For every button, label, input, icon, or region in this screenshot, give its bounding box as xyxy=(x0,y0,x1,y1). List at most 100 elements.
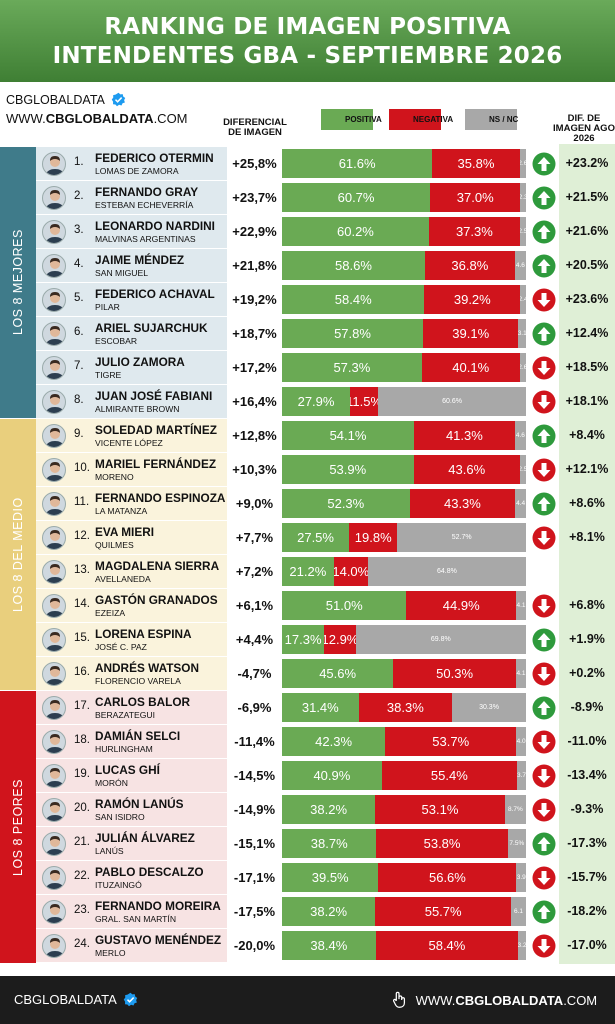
municipality-name: SAN ISIDRO xyxy=(95,812,145,822)
bar-negativa: 39.1% xyxy=(423,319,519,348)
bar-negativa: 11.5% xyxy=(350,387,379,416)
mayor-name: MAGDALENA SIERRA xyxy=(95,559,220,573)
diferencial-value: -14,9% xyxy=(233,802,276,817)
arrow-up-icon xyxy=(532,900,556,924)
footer-bar: CBGLOBALDATA WWW.CBGLOBALDATA.COM xyxy=(0,976,615,1024)
rank-number: 14. xyxy=(74,598,90,610)
bar-positiva: 39.5% xyxy=(282,863,379,892)
row-background xyxy=(36,827,227,860)
row-background xyxy=(36,215,227,248)
arrow-down-icon xyxy=(532,662,556,686)
municipality-name: TIGRE xyxy=(95,370,122,380)
diferencial-value: +10,3% xyxy=(232,462,277,477)
diferencial-value: +19,2% xyxy=(232,292,277,307)
bar-positiva: 40.9% xyxy=(282,761,382,790)
row-background xyxy=(36,691,227,724)
arrow-down-icon xyxy=(532,390,556,414)
bar-positiva: 54.1% xyxy=(282,421,414,450)
bar-positiva: 31.4% xyxy=(282,693,359,722)
arrow-down-icon xyxy=(532,730,556,754)
rank-number: 20. xyxy=(74,802,90,814)
table-row: 10. MARIEL FERNÁNDEZ MORENO +10,3% 53.9% 43.6… xyxy=(36,453,615,487)
row-background xyxy=(36,317,227,350)
table-row: 18. DAMIÁN SELCI HURLINGHAM -11,4% 42.3% 53.7… xyxy=(36,725,615,759)
header-banner: RANKING DE IMAGEN POSITIVA INTENDENTES G… xyxy=(0,0,615,82)
table-row: 8. JUAN JOSÉ FABIANI ALMIRANTE BROWN +16,4%… xyxy=(36,385,615,419)
bar-nsnc: 3.9 xyxy=(516,863,526,892)
mayor-name: ARIEL SUJARCHUK xyxy=(95,321,208,335)
bar-positiva: 38.7% xyxy=(282,829,377,858)
bar-nsnc: 60.6% xyxy=(378,387,526,416)
avatar-icon xyxy=(42,900,66,924)
diferencial-value: +25,8% xyxy=(232,156,277,171)
legend-positiva-swatch xyxy=(321,109,373,130)
diferencial-value: -11,4% xyxy=(234,734,275,749)
municipality-name: MORENO xyxy=(95,472,134,482)
row-background xyxy=(36,385,227,418)
bar-positiva: 61.6% xyxy=(282,149,433,178)
municipality-name: JOSÉ C. PAZ xyxy=(95,642,147,652)
table-row: 3. LEONARDO NARDINI MALVINAS ARGENTINAS +22… xyxy=(36,215,615,249)
dif-ago-value: -18.2% xyxy=(567,904,607,918)
diferencial-value: -6,9% xyxy=(237,700,272,715)
footer-url[interactable]: WWW.CBGLOBALDATA.COM xyxy=(390,991,597,1009)
avatar-icon xyxy=(42,526,66,550)
stacked-bar: 40.9% 55.4% 3.7 xyxy=(282,761,526,790)
mayor-name: MARIEL FERNÁNDEZ xyxy=(95,457,217,471)
municipality-name: QUILMES xyxy=(95,540,134,550)
stacked-bar: 42.3% 53.7% 4.0 xyxy=(282,727,526,756)
stacked-bar: 51.0% 44.9% 4.1 xyxy=(282,591,526,620)
group-label-mejores: LOS 8 MEJORES xyxy=(11,229,25,336)
bar-nsnc: 4.1 xyxy=(515,659,526,688)
arrow-up-icon xyxy=(532,832,556,856)
municipality-name: ALMIRANTE BROWN xyxy=(95,404,180,414)
table-row: 5. FEDERICO ACHAVAL PILAR +19,2% 58.4% 39.2% 2… xyxy=(36,283,615,317)
row-background xyxy=(36,929,227,962)
rank-number: 18. xyxy=(74,734,90,746)
verified-badge-icon xyxy=(111,92,125,107)
row-background xyxy=(36,589,227,622)
avatar-icon xyxy=(42,594,66,618)
municipality-name: SAN MIGUEL xyxy=(95,268,149,278)
bar-positiva: 58.4% xyxy=(282,285,425,314)
bar-positiva: 60.2% xyxy=(282,217,429,246)
stacked-bar: 60.7% 37.0% 2.3 xyxy=(282,183,526,212)
bar-negativa: 53.1% xyxy=(375,795,505,824)
legend-nsnc-label: NS / NC xyxy=(489,115,519,124)
avatar-icon xyxy=(42,390,66,414)
legend-negativa-label: NEGATIVA xyxy=(413,115,454,124)
diferencial-value: +22,9% xyxy=(232,224,277,239)
avatar-icon xyxy=(42,356,66,380)
bar-nsnc: 2.6 xyxy=(519,149,526,178)
row-background xyxy=(36,725,227,758)
diferencial-value: +9,0% xyxy=(235,496,274,511)
dif-ago-value: +23.2% xyxy=(565,156,609,170)
row-background xyxy=(36,895,227,928)
diferencial-value: +18,7% xyxy=(232,326,277,341)
mayor-name: GUSTAVO MENÉNDEZ xyxy=(95,933,222,947)
bar-nsnc: 4.6 xyxy=(514,251,526,280)
row-background xyxy=(36,861,227,894)
bar-negativa: 53.8% xyxy=(376,829,508,858)
legend-nsnc-swatch xyxy=(465,109,517,130)
bar-positiva: 57.8% xyxy=(282,319,424,348)
bar-nsnc: 64.8% xyxy=(367,557,526,586)
bar-positiva: 53.9% xyxy=(282,455,414,484)
arrow-down-icon xyxy=(532,526,556,550)
stacked-bar: 38.4% 58.4% 3.2 xyxy=(282,931,526,960)
bar-nsnc: 30.3% xyxy=(452,693,526,722)
bar-positiva: 57.3% xyxy=(282,353,422,382)
bar-negativa: 43.3% xyxy=(409,489,516,518)
dif-ago-value: -15.7% xyxy=(567,870,607,884)
avatar-icon xyxy=(42,186,66,210)
bar-positiva: 51.0% xyxy=(282,591,407,620)
avatar-icon xyxy=(42,492,66,516)
stacked-bar: 27.5% 19.8% 52.7% xyxy=(282,523,526,552)
diferencial-value: +23,7% xyxy=(232,190,277,205)
arrow-down-icon xyxy=(532,866,556,890)
rank-number: 23. xyxy=(74,904,90,916)
table-row: 21. JULIÁN ÁLVAREZ LANÚS -15,1% 38.7% 53.8% 7.… xyxy=(36,827,615,861)
avatar-icon xyxy=(42,220,66,244)
diferencial-value: +17,2% xyxy=(232,360,277,375)
dif-ago-value: +21.5% xyxy=(565,190,609,204)
